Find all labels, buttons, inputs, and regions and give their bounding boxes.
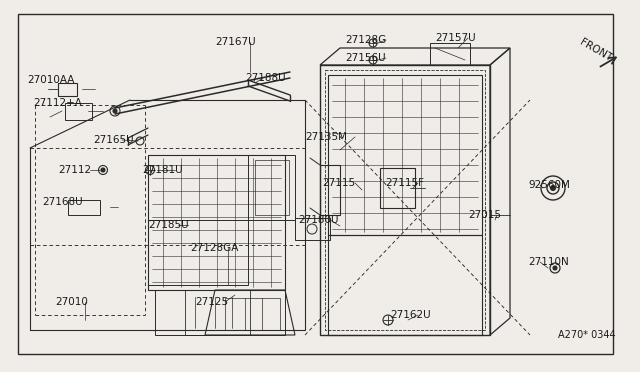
Text: 27010AA: 27010AA (27, 75, 74, 85)
Text: 27128G: 27128G (345, 35, 387, 45)
Text: 27015: 27015 (468, 210, 501, 220)
Text: A270* 0344: A270* 0344 (558, 330, 616, 340)
Text: 27162U: 27162U (390, 310, 431, 320)
Text: 27110N: 27110N (528, 257, 569, 267)
Circle shape (553, 266, 557, 270)
Text: 27167U: 27167U (215, 37, 255, 47)
Text: 27115: 27115 (322, 178, 355, 188)
Text: 27185U: 27185U (148, 220, 189, 230)
Text: 27135M: 27135M (305, 132, 347, 142)
Text: 27112: 27112 (58, 165, 91, 175)
Text: 27157U: 27157U (435, 33, 476, 43)
Text: 27010: 27010 (55, 297, 88, 307)
Text: 27180U: 27180U (298, 215, 339, 225)
Text: 27112+A: 27112+A (33, 98, 82, 108)
Text: 27115F: 27115F (385, 178, 424, 188)
Circle shape (101, 168, 105, 172)
Text: 27168U: 27168U (42, 197, 83, 207)
Text: 27188U: 27188U (245, 73, 285, 83)
Text: 27156U: 27156U (345, 53, 386, 63)
Text: 92560M: 92560M (528, 180, 570, 190)
Circle shape (113, 109, 117, 113)
Text: 27125: 27125 (195, 297, 228, 307)
Circle shape (550, 186, 556, 190)
Text: 27181U: 27181U (142, 165, 182, 175)
Text: 27128GA: 27128GA (190, 243, 238, 253)
Text: 27165U: 27165U (93, 135, 134, 145)
Text: FRONT: FRONT (578, 37, 614, 63)
